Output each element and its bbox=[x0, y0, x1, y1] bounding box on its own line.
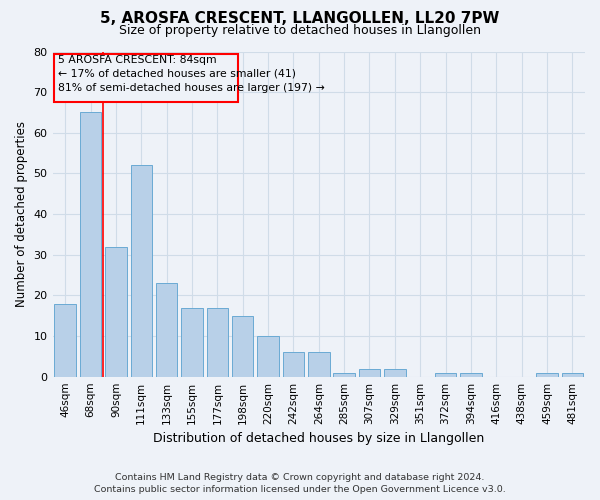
Y-axis label: Number of detached properties: Number of detached properties bbox=[15, 121, 28, 307]
Bar bbox=[131, 166, 152, 376]
Text: Contains HM Land Registry data © Crown copyright and database right 2024.
Contai: Contains HM Land Registry data © Crown c… bbox=[94, 472, 506, 494]
Bar bbox=[206, 308, 228, 376]
X-axis label: Distribution of detached houses by size in Llangollen: Distribution of detached houses by size … bbox=[153, 432, 484, 445]
Bar bbox=[257, 336, 279, 376]
Bar bbox=[460, 372, 482, 376]
Bar bbox=[359, 368, 380, 376]
Bar bbox=[334, 372, 355, 376]
Bar bbox=[536, 372, 558, 376]
Bar bbox=[80, 112, 101, 376]
Bar bbox=[232, 316, 253, 376]
FancyBboxPatch shape bbox=[54, 54, 238, 102]
Bar bbox=[562, 372, 583, 376]
Bar bbox=[435, 372, 457, 376]
Bar bbox=[105, 246, 127, 376]
Bar bbox=[55, 304, 76, 376]
Bar bbox=[181, 308, 203, 376]
Bar bbox=[283, 352, 304, 376]
Text: Size of property relative to detached houses in Llangollen: Size of property relative to detached ho… bbox=[119, 24, 481, 37]
Bar bbox=[156, 283, 178, 376]
Text: 5, AROSFA CRESCENT, LLANGOLLEN, LL20 7PW: 5, AROSFA CRESCENT, LLANGOLLEN, LL20 7PW bbox=[100, 11, 500, 26]
Bar bbox=[308, 352, 329, 376]
Bar bbox=[384, 368, 406, 376]
Text: 5 AROSFA CRESCENT: 84sqm
← 17% of detached houses are smaller (41)
81% of semi-d: 5 AROSFA CRESCENT: 84sqm ← 17% of detach… bbox=[58, 55, 325, 93]
